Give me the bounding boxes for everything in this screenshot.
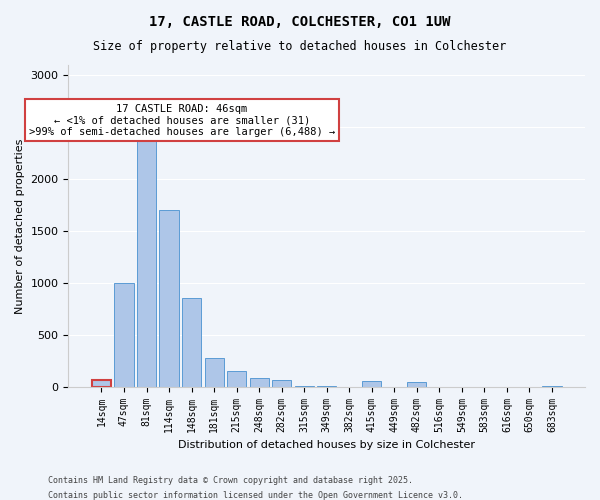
Text: Contains HM Land Registry data © Crown copyright and database right 2025.: Contains HM Land Registry data © Crown c… [48,476,413,485]
Bar [115,283,134,387]
Bar [362,381,382,386]
Bar [137,128,156,386]
Text: 17 CASTLE ROAD: 46sqm
← <1% of detached houses are smaller (31)
>99% of semi-det: 17 CASTLE ROAD: 46sqm ← <1% of detached … [29,104,335,137]
Text: Size of property relative to detached houses in Colchester: Size of property relative to detached ho… [94,40,506,53]
Text: 17, CASTLE ROAD, COLCHESTER, CO1 1UW: 17, CASTLE ROAD, COLCHESTER, CO1 1UW [149,15,451,29]
Bar [205,358,224,386]
Bar [92,380,111,386]
Bar [250,378,269,386]
Bar [160,210,179,386]
Y-axis label: Number of detached properties: Number of detached properties [15,138,25,314]
Bar [272,380,291,386]
Bar [227,370,246,386]
X-axis label: Distribution of detached houses by size in Colchester: Distribution of detached houses by size … [178,440,475,450]
Text: Contains public sector information licensed under the Open Government Licence v3: Contains public sector information licen… [48,491,463,500]
Bar [182,298,201,386]
Bar [407,382,427,386]
